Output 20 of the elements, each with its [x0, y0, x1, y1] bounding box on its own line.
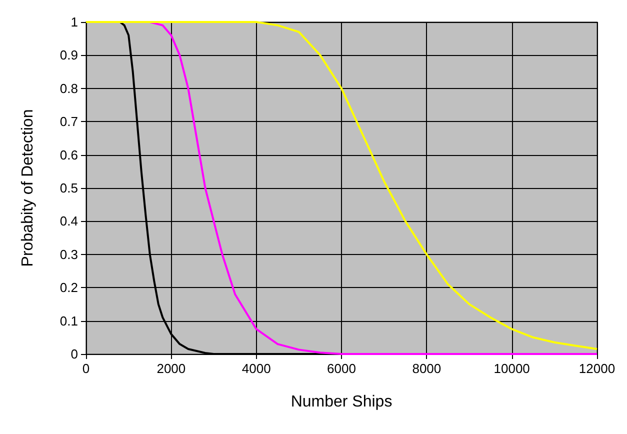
y-tick-label: 0.4: [60, 214, 78, 229]
x-tick-label: 8000: [412, 361, 442, 376]
y-tick-label: 0.1: [60, 313, 78, 328]
y-tick-label: 0.7: [60, 114, 78, 130]
y-axis-title: Probabity of Detection: [20, 109, 36, 267]
y-tick-label: 0.2: [60, 280, 78, 296]
y-tick-label: 1: [70, 14, 78, 30]
x-axis-title: Number Ships: [290, 394, 392, 410]
x-tick-label: 10000: [494, 361, 530, 376]
y-tick-label: 0.3: [60, 246, 78, 262]
y-tick-label: 0.9: [60, 48, 78, 63]
y-tick-label: 0.5: [60, 180, 78, 196]
x-tick-label: 4000: [242, 361, 271, 376]
y-tick-label: 0: [70, 346, 78, 362]
x-tick-label: 12000: [578, 361, 616, 376]
y-tick-label: 0.8: [60, 80, 78, 96]
x-tick-label: 2000: [156, 361, 186, 376]
x-tick-label: 6000: [327, 361, 356, 376]
y-tick-label: 0.6: [60, 147, 78, 162]
x-tick-label: 0: [82, 361, 90, 376]
